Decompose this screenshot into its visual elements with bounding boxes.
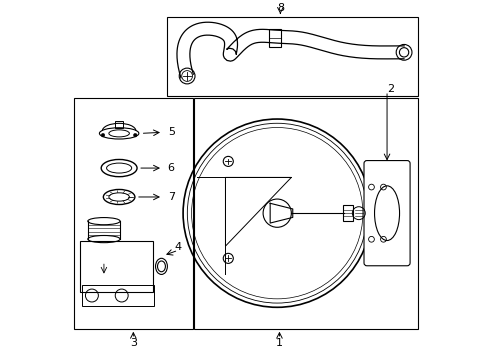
FancyBboxPatch shape	[363, 161, 409, 266]
Bar	[81, 285, 154, 306]
Bar	[342, 205, 352, 221]
Bar	[268, 29, 281, 47]
Text: 1: 1	[275, 338, 283, 348]
Bar	[80, 241, 152, 292]
Text: 4: 4	[174, 242, 182, 252]
Bar	[74, 98, 192, 329]
Bar	[167, 17, 418, 96]
Circle shape	[133, 133, 137, 137]
Text: 7: 7	[167, 192, 174, 202]
Text: 2: 2	[386, 84, 393, 94]
Text: 5: 5	[167, 127, 174, 136]
Text: 8: 8	[276, 3, 284, 13]
Bar	[194, 98, 418, 329]
Bar	[115, 121, 123, 128]
Text: 3: 3	[130, 338, 137, 348]
Text: 6: 6	[167, 163, 174, 173]
Circle shape	[101, 133, 104, 137]
